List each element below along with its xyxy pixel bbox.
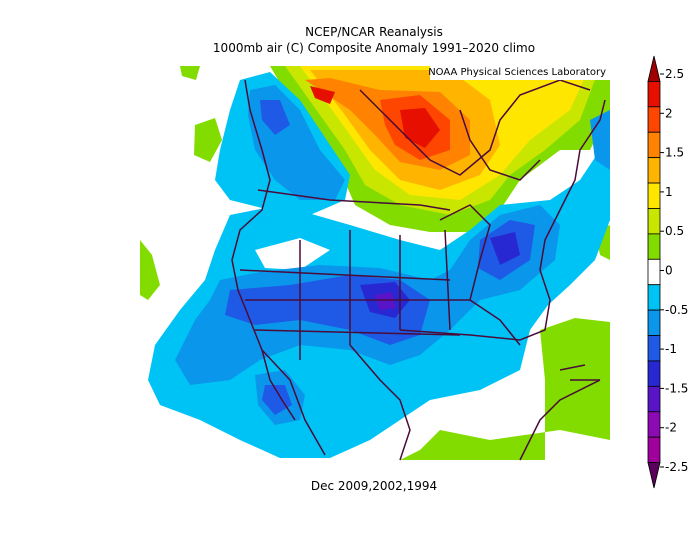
colorbar-band — [647, 106, 661, 133]
anomaly-region — [262, 385, 292, 415]
colorbar-tick-label: -1.5 — [665, 381, 688, 395]
colorbar: 2.5 2 1.5 1 0.5 0 -0.5 -1 -1.5 -2 -2.5 — [647, 55, 688, 489]
caption: Dec 2009,2002,1994 — [311, 479, 437, 493]
colorbar-tick-label: 0 — [665, 264, 673, 278]
colorbar-band — [647, 131, 661, 159]
anomaly-region — [375, 292, 396, 310]
colorbar-tick-label: 0.5 — [665, 224, 684, 238]
anomaly-region — [194, 118, 222, 162]
anomaly-region — [310, 86, 335, 104]
anomaly-region — [590, 110, 610, 170]
colorbar-band — [647, 436, 661, 463]
colorbar-tick-label: 2 — [665, 106, 673, 120]
colorbar-band — [647, 284, 661, 311]
colorbar-tick-label: -0.5 — [665, 303, 688, 317]
subtitle: 1000mb air (C) Composite Anomaly 1991–20… — [213, 41, 535, 55]
colorbar-band — [647, 360, 661, 387]
map: NOAA Physical Sciences Laboratory — [140, 62, 610, 461]
anomaly-region — [260, 100, 290, 135]
boundaries — [231, 79, 606, 461]
colorbar-tick-label: -1 — [665, 342, 677, 356]
anomaly-region — [180, 66, 200, 80]
credit: NOAA Physical Sciences Laboratory — [428, 67, 606, 78]
colorbar-cap — [647, 462, 661, 489]
colorbar-band — [647, 411, 661, 438]
title: NCEP/NCAR Reanalysis — [305, 25, 443, 39]
colorbar-tick-label: 1 — [665, 185, 673, 199]
anomaly-region — [140, 240, 160, 300]
colorbar-band — [647, 385, 661, 413]
colorbar-band — [647, 233, 661, 260]
colorbar-band — [647, 182, 661, 209]
colorbar-band — [647, 309, 661, 336]
colorbar-band — [647, 258, 661, 286]
colorbar-tick-label: 1.5 — [665, 146, 684, 160]
colorbar-band — [647, 208, 661, 235]
colorbar-band — [647, 81, 661, 108]
anomaly-region — [400, 318, 610, 460]
colorbar-tick-label: -2 — [665, 421, 677, 435]
credit-box — [430, 64, 610, 80]
anomaly-region — [490, 232, 520, 265]
colorbar-tick-label: 2.5 — [665, 67, 684, 81]
colorbar-band — [647, 335, 661, 362]
colorbar-band — [647, 157, 661, 184]
colorbar-tick-label: -2.5 — [665, 460, 688, 474]
anomaly-region — [400, 108, 440, 148]
